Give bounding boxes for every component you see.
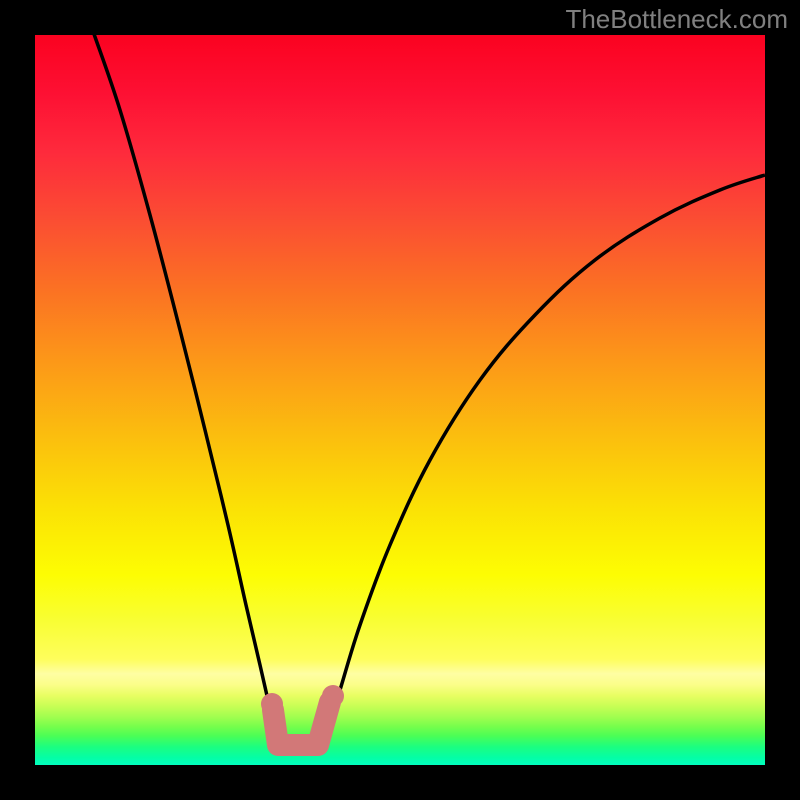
gradient-background [35, 35, 765, 765]
bottleneck-chart [0, 0, 800, 800]
attribution-label: TheBottleneck.com [565, 4, 788, 35]
marker-right-cap [322, 685, 344, 707]
